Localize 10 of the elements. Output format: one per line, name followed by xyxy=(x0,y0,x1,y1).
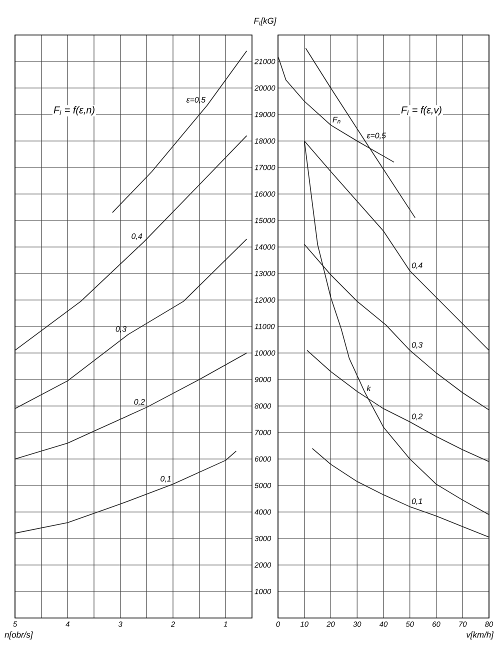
line-series xyxy=(14,352,248,460)
line-series xyxy=(112,50,248,213)
line-series xyxy=(14,450,237,534)
annotation: F$_{i}$ = f(ε,v) xyxy=(401,106,442,116)
annotation: F$_{i}$ = f(ε,n) xyxy=(54,106,94,116)
y-axis-title: F$_{i}$[kG] xyxy=(254,18,276,26)
x-axis-title: v[km/h] xyxy=(466,632,494,640)
line-series xyxy=(14,135,248,351)
line-series xyxy=(14,238,248,410)
x-axis-title: n[obr/s] xyxy=(4,632,33,640)
